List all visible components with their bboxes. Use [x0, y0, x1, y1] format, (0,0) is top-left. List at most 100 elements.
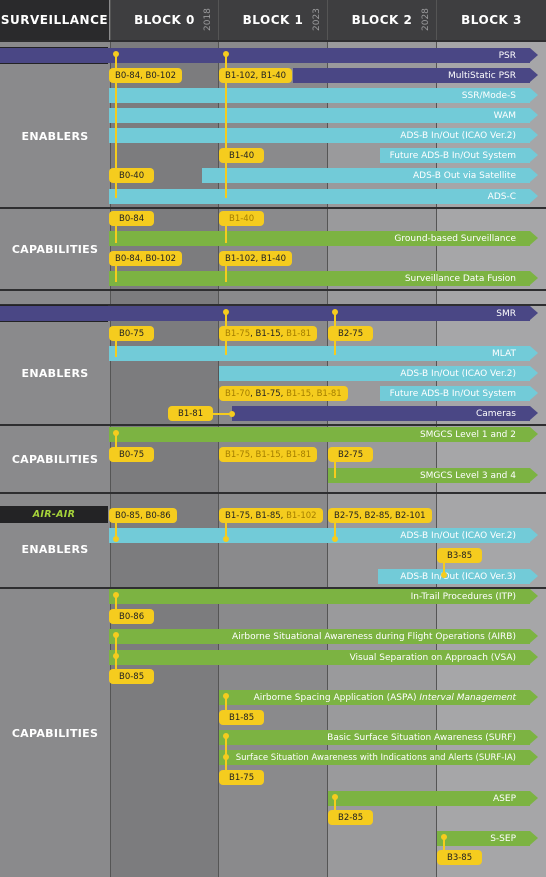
tag: B3-85 [437, 850, 483, 865]
bar-label: MLAT [492, 348, 516, 359]
tag: B1-40 [219, 148, 265, 163]
bar-future-adsb: Future ADS-B In/Out System [380, 148, 538, 163]
tag-text: B1-102 [286, 510, 317, 521]
bar-multistatic-psr: MultiStatic PSR [293, 68, 538, 83]
bar-adsb-satellite: ADS-B Out via Satellite [202, 168, 538, 183]
bar-label: Surface Situation Awareness with Indicat… [235, 752, 516, 763]
year-label: 2028 [421, 8, 431, 32]
bar-label: Basic Surface Situation Awareness (SURF) [327, 732, 516, 743]
milestone-dot [332, 309, 338, 315]
bar-s-sep: S-SEP [437, 831, 538, 846]
milestone-dot [113, 51, 119, 57]
tag: B1-102, B1-40 [219, 68, 293, 83]
bar-future-adsb: Future ADS-B In/Out System [380, 386, 538, 401]
bar-airb: Airborne Situational Awareness during Fl… [109, 629, 538, 644]
bar-adsb-v2: ADS-B In/Out (ICAO Ver.2) [109, 528, 538, 543]
tag: B0-86 [109, 609, 155, 624]
milestone-dot [113, 653, 119, 659]
bar-label: ADS-C [487, 191, 516, 202]
bar-ground-surveillance: Ground-based Surveillance [109, 231, 538, 246]
bar-smgcs-1-2: SMGCS Level 1 and 2 [109, 427, 538, 442]
milestone-line [115, 331, 117, 357]
milestone-dot [113, 536, 119, 542]
tag: B1-81 [168, 406, 214, 421]
tag: B2-75 [328, 326, 374, 341]
bar-asep: ASEP [328, 791, 538, 806]
milestone-dot [113, 632, 119, 638]
milestone-line [225, 53, 227, 198]
milestone-line [115, 53, 117, 198]
section-separator [0, 289, 546, 291]
section-separator [0, 40, 546, 42]
bar-label: SMGCS Level 1 and 2 [419, 429, 516, 440]
tag: B2-75, B2-85, B2-101 [328, 508, 432, 523]
milestone-line [115, 215, 117, 243]
bar-label: Airborne Situational Awareness during Fl… [232, 631, 516, 642]
tag-text: B1-70 [225, 388, 251, 399]
bar-ssr-mode-s: SSR/Mode-S [109, 88, 538, 103]
bar-label: ADS-B Out via Satellite [412, 170, 516, 181]
milestone-dot [223, 536, 229, 542]
bar-psr: PSR [0, 48, 538, 63]
section-separator [0, 304, 546, 306]
tag-text: B1-15, B1-81 [286, 388, 342, 399]
tag: B1-75 [219, 770, 265, 785]
bar-surf-ia: Surface Situation Awareness with Indicat… [219, 750, 538, 765]
bar-label: Airborne Spacing Application (ASPA) [253, 692, 417, 703]
bar-smr: SMR [0, 306, 538, 321]
section-separator [0, 587, 546, 589]
bar-mlat: MLAT [109, 346, 538, 361]
bar-label: Future ADS-B In/Out System [389, 388, 516, 399]
bar-surf: Basic Surface Situation Awareness (SURF) [219, 730, 538, 745]
tag-text: B1-75 [225, 328, 251, 339]
tag: B0-40 [109, 168, 155, 183]
milestone-dot [332, 794, 338, 800]
bar-cameras: Cameras [232, 406, 538, 421]
tag-text: , B1-15, [250, 328, 287, 339]
tag-text: B1-40 [229, 213, 255, 224]
milestone-line [115, 256, 117, 282]
bar-label: SMGCS Level 3 and 4 [419, 470, 516, 481]
tag: B1-40 [219, 211, 265, 226]
tag: B1-85 [219, 710, 265, 725]
block2-header: BLOCK 2 [328, 0, 436, 40]
year-label: 2018 [203, 8, 213, 32]
milestone-dot [223, 754, 229, 760]
milestone-dot [229, 411, 235, 417]
tag-text: B1-75, B1-85, [225, 510, 287, 521]
milestone-dot [441, 834, 447, 840]
bar-adsb-v3: ADS-B In/Out (ICAO Ver.3) [378, 569, 538, 584]
page-title: SURVEILLANCE [0, 0, 109, 40]
tag: B2-85 [328, 810, 374, 825]
milestone-line [334, 460, 336, 478]
bar-label: Cameras [475, 408, 516, 419]
milestone-dot [223, 733, 229, 739]
bar-label: ADS-B In/Out (ICAO Ver.2) [400, 130, 516, 141]
milestone-line [115, 594, 117, 612]
bar-label: Surveillance Data Fusion [404, 273, 516, 284]
milestone-dot [113, 592, 119, 598]
connector-line [212, 413, 232, 415]
section-label-capabilities: CAPABILITIES [11, 242, 99, 256]
bar-vsa: Visual Separation on Approach (VSA) [109, 650, 538, 665]
bar-label-italic: Interval Management [419, 692, 516, 703]
milestone-line [334, 521, 336, 539]
bar-adsb-v2: ADS-B In/Out (ICAO Ver.2) [109, 128, 538, 143]
block0-header: BLOCK 0 [111, 0, 218, 40]
section-separator [0, 424, 546, 426]
tag: B0-75 [109, 326, 155, 341]
bar-label: ADS-B In/Out (ICAO Ver.2) [400, 368, 516, 379]
milestone-line [115, 521, 117, 539]
tag: B0-85 [109, 669, 155, 684]
bar-wam: WAM [109, 108, 538, 123]
tag: B0-85, B0-86 [109, 508, 177, 523]
bar-surveillance-fusion: Surveillance Data Fusion [109, 271, 538, 286]
bar-label: ASEP [493, 793, 516, 804]
section-label-enablers: ENABLERS [21, 542, 89, 556]
bar-itp: In-Trail Procedures (ITP) [109, 589, 538, 604]
bar-label: WAM [493, 110, 516, 121]
bar-label: ADS-B In/Out (ICAO Ver.2) [400, 530, 516, 541]
tag: B3-85 [437, 548, 483, 563]
milestone-dot [332, 536, 338, 542]
bar-label: In-Trail Procedures (ITP) [410, 591, 516, 602]
